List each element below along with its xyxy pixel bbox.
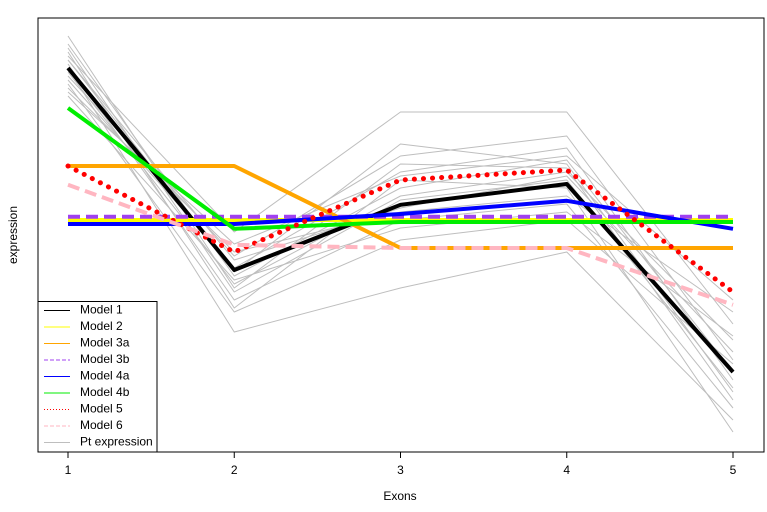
background-line xyxy=(67,91,734,301)
legend-label: Model 6 xyxy=(80,418,123,432)
x-tick-label: 4 xyxy=(563,463,570,477)
legend-label: Model 3b xyxy=(80,352,130,366)
x-tick-label: 1 xyxy=(65,463,72,477)
legend-label: Model 4a xyxy=(80,369,130,383)
x-tick-label: 2 xyxy=(231,463,238,477)
background-line xyxy=(67,79,734,381)
series-line xyxy=(65,163,736,295)
series-line xyxy=(67,182,734,307)
background-line xyxy=(67,63,734,409)
legend-label: Model 1 xyxy=(80,303,123,317)
background-line xyxy=(67,71,734,341)
series-line xyxy=(66,106,733,231)
legend-label: Model 3a xyxy=(80,336,130,350)
legend-label: Model 5 xyxy=(80,402,123,416)
background-line xyxy=(67,43,734,373)
legend-label: Pt expression xyxy=(80,435,153,449)
legend-label: Model 2 xyxy=(80,319,123,333)
background-line xyxy=(67,55,734,325)
y-axis-label: expression xyxy=(6,206,20,264)
legend-label: Model 4b xyxy=(80,385,130,399)
x-axis-label: Exons xyxy=(383,489,416,503)
x-tick-label: 3 xyxy=(397,463,404,477)
x-tick-label: 5 xyxy=(730,463,737,477)
background-line xyxy=(67,67,734,421)
